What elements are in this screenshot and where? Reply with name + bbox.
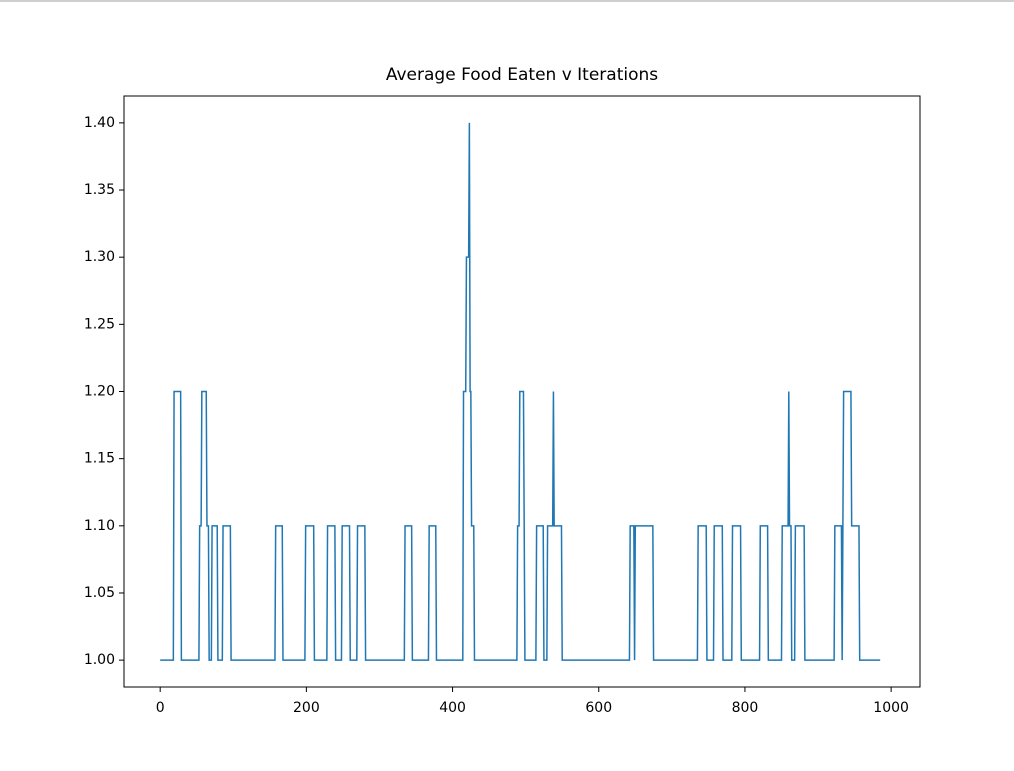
y-tick-label: 1.20 xyxy=(84,384,115,400)
x-tick-label: 400 xyxy=(439,700,466,716)
x-tick-label: 0 xyxy=(156,700,165,716)
y-tick-label: 1.05 xyxy=(84,585,115,601)
x-tick-label: 600 xyxy=(585,700,612,716)
y-tick-label: 1.25 xyxy=(84,316,115,332)
axes-frame xyxy=(123,95,921,688)
y-tick-label: 1.35 xyxy=(84,182,115,198)
plot-area: 0 200 400 600 800 1000 1.00 1.05 1.10 1.15 1.20 1.2… xyxy=(84,115,909,716)
x-tick-label: 200 xyxy=(293,700,320,716)
x-tick-label: 800 xyxy=(732,700,759,716)
y-tick-label: 1.15 xyxy=(84,451,115,467)
y-tick-label: 1.10 xyxy=(84,518,115,534)
x-tick-label: 1000 xyxy=(873,700,909,716)
y-tick-label: 1.40 xyxy=(84,115,115,131)
y-tick-label: 1.00 xyxy=(84,652,115,668)
window-edge xyxy=(0,0,1014,2)
data-line xyxy=(160,122,881,661)
y-tick-label: 1.30 xyxy=(84,249,115,265)
chart-title: Average Food Eaten v Iterations xyxy=(386,65,658,85)
